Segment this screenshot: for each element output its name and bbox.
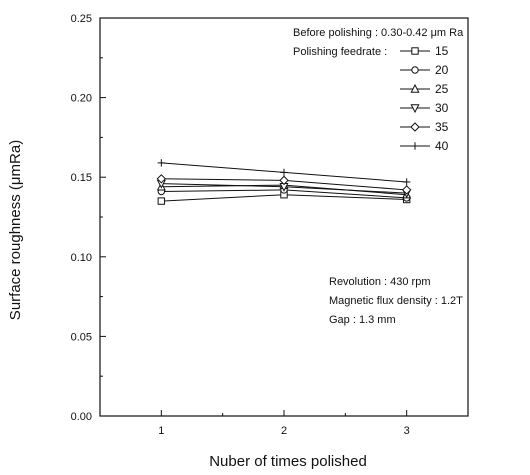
series-group <box>156 159 412 205</box>
condition-notes: Revolution : 430 rpm Magnetic flux densi… <box>329 276 463 326</box>
plot-frame <box>99 17 469 417</box>
legend-entry-20: 20 <box>400 63 449 77</box>
axes <box>99 17 469 417</box>
y-tick-label: 0.10 <box>71 252 92 264</box>
legend-marker <box>410 122 420 132</box>
x-axis-ticks: 1 2 3 <box>99 410 469 437</box>
legend-entry-15: 15 <box>400 44 449 58</box>
data-point <box>157 197 166 205</box>
note-magnetic-flux: Magnetic flux density : 1.2T <box>329 295 463 307</box>
note-gap: Gap : 1.3 mm <box>329 314 396 326</box>
y-tick-label: 0.25 <box>71 13 92 25</box>
legend-entry-40: 40 <box>400 139 449 153</box>
series-35 <box>156 174 412 195</box>
series-40 <box>157 159 411 186</box>
data-point <box>401 185 412 195</box>
legend-marker <box>410 104 420 114</box>
legend-label: 25 <box>435 82 449 96</box>
y-tick-label: 0.05 <box>71 331 92 343</box>
legend-label: 20 <box>435 63 449 77</box>
data-point <box>156 174 167 184</box>
legend-label: 35 <box>435 120 449 134</box>
legend-entry-35: 35 <box>400 120 449 134</box>
legend: Before polishing : 0.30-0.42 μm Ra Polis… <box>293 27 464 153</box>
y-tick-label: 0.15 <box>71 172 92 184</box>
legend-label: 40 <box>435 139 449 153</box>
y-axis-ticks: 0.00 0.05 0.10 0.15 0.20 0.25 <box>71 13 106 423</box>
legend-marker <box>411 47 419 55</box>
legend-title: Polishing feedrate : <box>293 46 387 58</box>
legend-label: 15 <box>435 44 449 58</box>
y-tick-label: 0.20 <box>71 93 92 105</box>
y-axis-label: Surface roughness (μmRa) <box>7 140 24 320</box>
annotation-before-polishing: Before polishing : 0.30-0.42 μm Ra <box>293 27 464 39</box>
data-point <box>279 175 289 186</box>
legend-entry-30: 30 <box>400 101 449 115</box>
y-tick-label: 0.00 <box>71 411 92 423</box>
legend-marker <box>410 83 420 93</box>
note-revolution: Revolution : 430 rpm <box>329 276 431 288</box>
legend-entry-25: 25 <box>400 82 449 96</box>
legend-label: 30 <box>435 101 449 115</box>
x-tick-label: 3 <box>404 425 410 437</box>
x-tick-label: 1 <box>158 425 164 437</box>
legend-marker <box>411 66 419 74</box>
x-axis-label: Nuber of times polished <box>209 453 367 470</box>
x-tick-label: 2 <box>281 425 287 437</box>
